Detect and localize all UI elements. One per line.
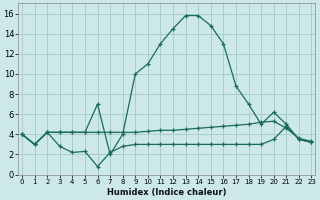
X-axis label: Humidex (Indice chaleur): Humidex (Indice chaleur) (107, 188, 227, 197)
